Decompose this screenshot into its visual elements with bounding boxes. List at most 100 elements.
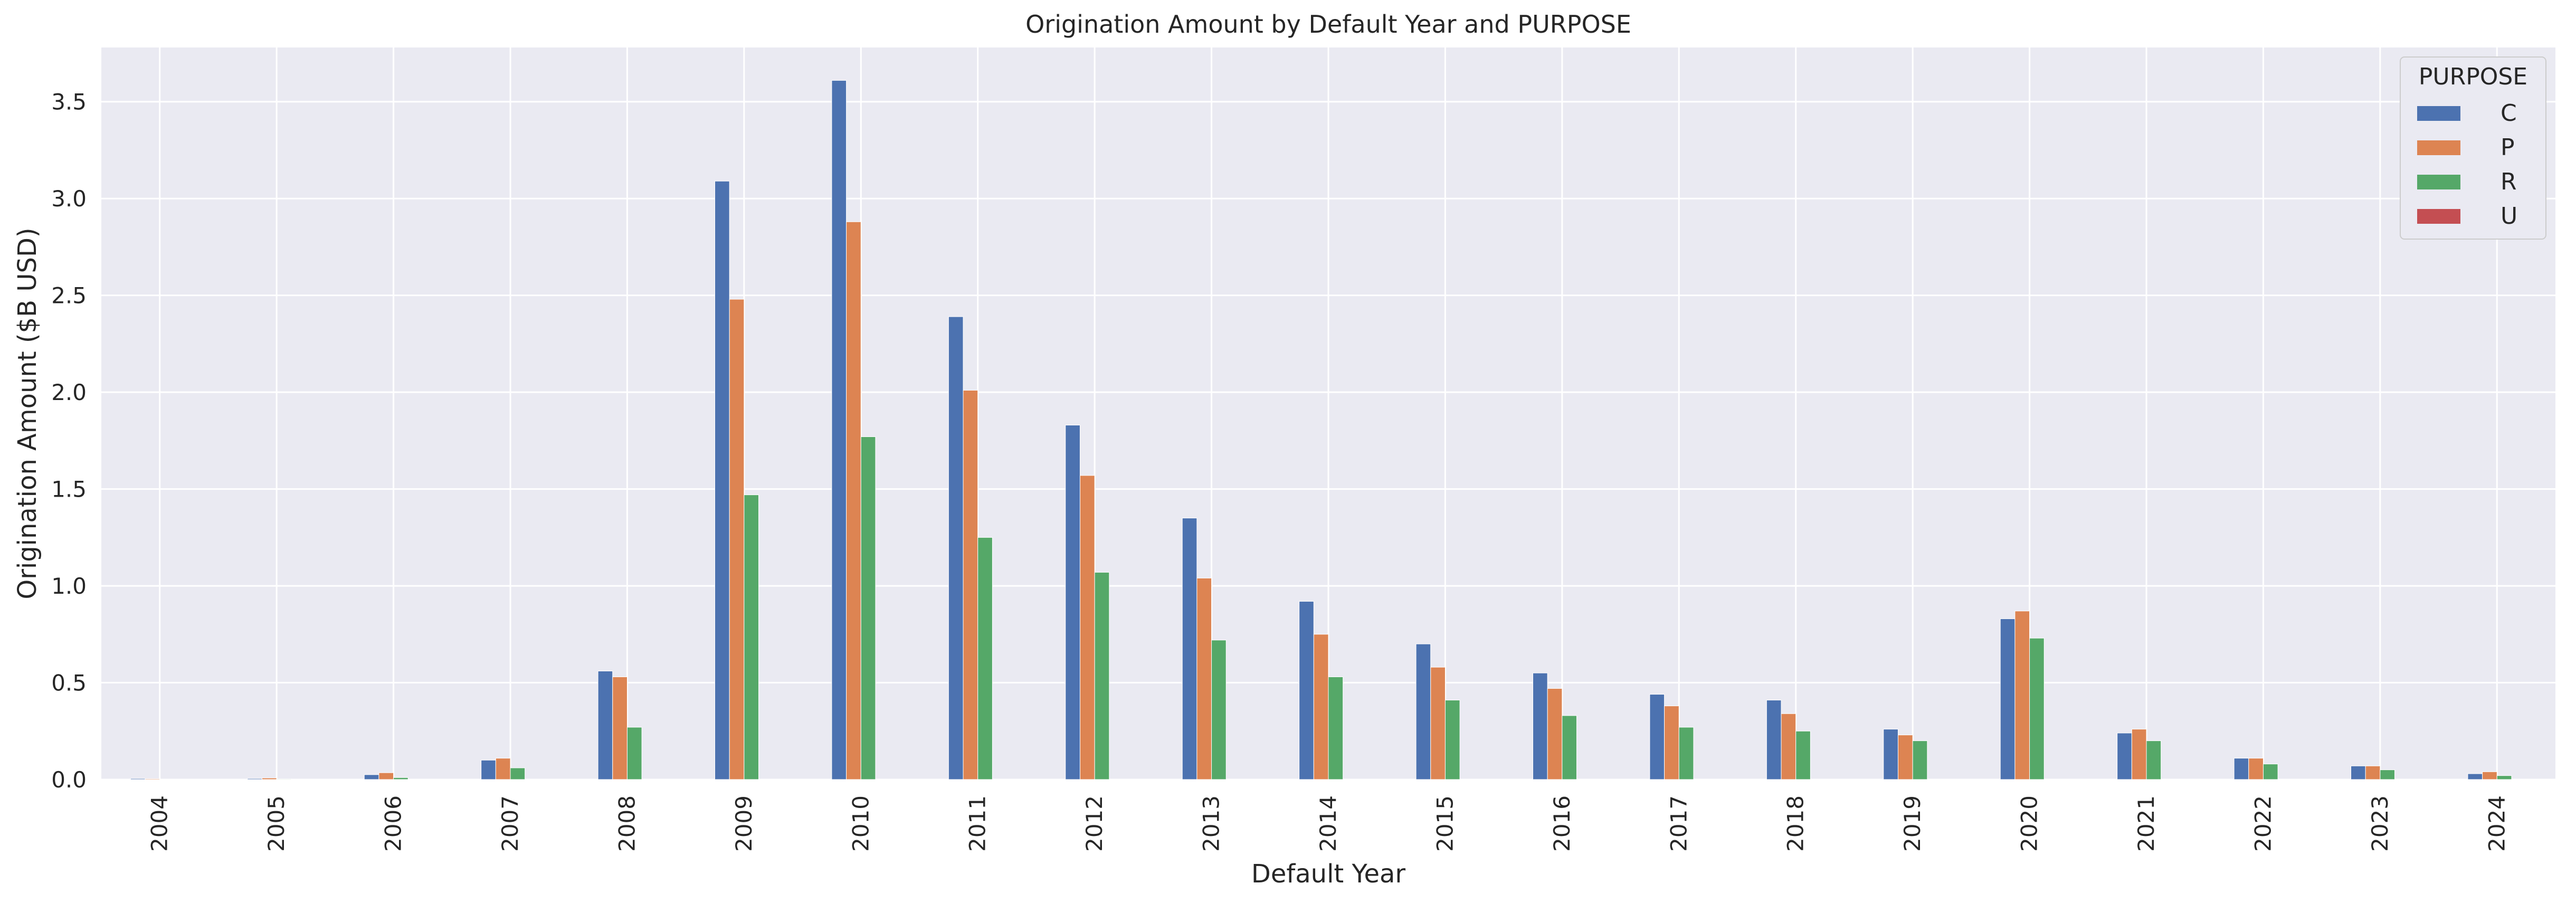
bar-R-2010	[860, 436, 876, 780]
bar-P-2017	[1664, 706, 1679, 780]
bar-R-2019	[1912, 740, 1928, 780]
bar-R-2015	[1444, 700, 1460, 780]
x-tick-label: 2011	[965, 795, 991, 852]
bar-P-2022	[2248, 758, 2264, 780]
x-tick-label: 2012	[1081, 795, 1107, 852]
bar-P-2014	[1313, 634, 1329, 780]
x-tick-label: 2014	[1315, 795, 1341, 852]
bar-P-2004	[145, 778, 160, 780]
bar-P-2005	[261, 777, 277, 780]
legend-swatch-C	[2417, 106, 2460, 121]
bar-C-2006	[364, 774, 379, 780]
bar-R-2004	[159, 778, 175, 780]
x-tick-label: 2008	[614, 795, 640, 852]
x-tick-label: 2007	[497, 795, 523, 852]
bar-P-2008	[612, 677, 628, 780]
x-tick-label: 2020	[2017, 795, 2042, 852]
bar-R-2017	[1678, 727, 1694, 780]
legend-label-R: R	[2501, 168, 2517, 195]
bar-R-2012	[1094, 572, 1110, 780]
bar-P-2018	[1781, 713, 1796, 780]
x-ticks: 2004 2005 2006 2007 2008 2009 2010 2011 2012 2013…	[147, 795, 2510, 852]
y-tick-label: 3.5	[51, 89, 87, 115]
bar-R-2024	[2496, 775, 2512, 780]
x-tick-label: 2009	[731, 795, 757, 852]
chart-title: Origination Amount by Default Year and P…	[1025, 10, 1631, 39]
y-tick-label: 3.0	[51, 186, 87, 212]
bar-C-2005	[247, 778, 262, 780]
y-tick-label: 2.0	[51, 379, 87, 405]
bar-P-2023	[2365, 765, 2381, 780]
legend-label-U: U	[2501, 203, 2517, 230]
x-tick-label: 2010	[848, 795, 873, 852]
legend-box	[2400, 56, 2546, 240]
bar-R-2006	[393, 777, 408, 780]
bar-R-2009	[744, 495, 759, 780]
bar-P-2010	[846, 221, 861, 780]
bar-C-2015	[1415, 643, 1431, 780]
bar-P-2016	[1547, 688, 1563, 780]
x-tick-label: 2018	[1783, 795, 1809, 852]
bar-C-2018	[1766, 700, 1782, 780]
bar-R-2005	[276, 778, 292, 780]
y-tick-label: 0.0	[51, 767, 87, 793]
y-ticks: 0.0 0.5 1.0 1.5 2.0 2.5 3.0 3.5	[51, 89, 87, 793]
x-tick-label: 2022	[2250, 795, 2276, 852]
bar-C-2023	[2351, 765, 2366, 780]
bar-C-2013	[1182, 518, 1197, 780]
y-tick-label: 1.0	[51, 573, 87, 599]
y-tick-label: 0.5	[51, 670, 87, 696]
bar-R-2014	[1328, 677, 1344, 780]
bar-R-2018	[1795, 730, 1811, 780]
bar-R-2008	[626, 727, 642, 780]
legend-label-P: P	[2501, 134, 2515, 161]
bar-P-2011	[963, 389, 978, 780]
bar-P-2012	[1079, 475, 1095, 780]
x-axis-label: Default Year	[1251, 859, 1406, 889]
bar-P-2024	[2482, 771, 2497, 780]
bar-C-2008	[597, 671, 613, 780]
x-tick-label: 2024	[2484, 795, 2510, 852]
bar-P-2009	[729, 299, 745, 780]
bar-R-2007	[510, 767, 526, 780]
bar-C-2017	[1649, 694, 1665, 780]
x-tick-label: 2016	[1549, 795, 1575, 852]
bar-C-2021	[2117, 733, 2132, 780]
legend-swatch-P	[2417, 140, 2460, 155]
bar-P-2021	[2131, 729, 2147, 780]
bar-C-2016	[1533, 672, 1548, 780]
bar-C-2020	[2000, 618, 2016, 780]
x-tick-label: 2019	[1899, 795, 1925, 852]
bar-C-2024	[2467, 773, 2483, 780]
x-tick-label: 2004	[147, 795, 173, 852]
x-tick-label: 2015	[1432, 795, 1458, 852]
bar-C-2019	[1883, 729, 1898, 780]
bar-P-2020	[2014, 611, 2030, 780]
x-tick-label: 2023	[2367, 795, 2393, 852]
bar-R-2022	[2263, 764, 2278, 780]
legend-swatch-R	[2417, 175, 2460, 189]
bars	[130, 80, 2512, 780]
grid	[101, 47, 2555, 781]
bar-R-2011	[977, 537, 993, 780]
bar-C-2004	[130, 778, 146, 780]
bar-P-2015	[1430, 667, 1446, 780]
bar-P-2013	[1196, 577, 1212, 780]
bar-C-2022	[2233, 758, 2249, 780]
bar-P-2006	[378, 772, 394, 780]
x-tick-label: 2021	[2133, 795, 2159, 852]
y-tick-label: 1.5	[51, 477, 87, 502]
bar-C-2010	[831, 80, 847, 780]
bar-R-2023	[2380, 769, 2396, 780]
x-tick-label: 2017	[1666, 795, 1691, 852]
bar-R-2021	[2146, 740, 2162, 780]
bar-R-2013	[1211, 640, 1227, 780]
bar-R-2020	[2029, 638, 2045, 780]
bar-C-2009	[715, 180, 730, 780]
bar-R-2016	[1562, 715, 1577, 780]
x-tick-label: 2006	[381, 795, 406, 852]
bar-C-2011	[948, 316, 964, 780]
bar-C-2007	[481, 759, 496, 780]
